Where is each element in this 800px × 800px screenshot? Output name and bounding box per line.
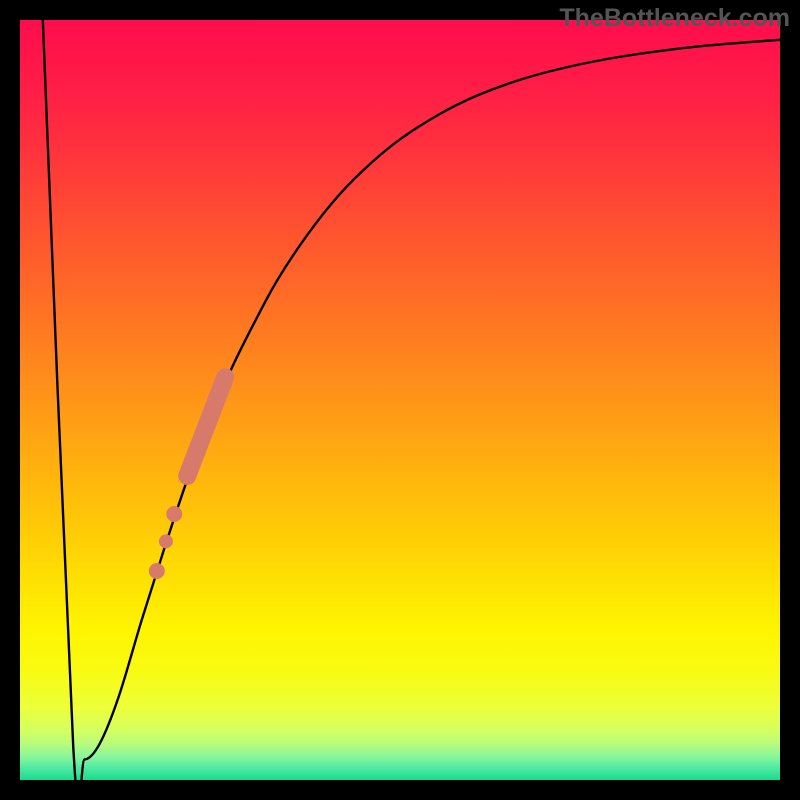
chart-container: TheBottleneck.com: [0, 0, 800, 800]
highlight-dot: [159, 534, 173, 548]
chart-svg: [0, 0, 800, 800]
highlight-dot: [166, 506, 182, 522]
highlight-dot: [149, 563, 165, 579]
plot-background: [20, 20, 780, 780]
